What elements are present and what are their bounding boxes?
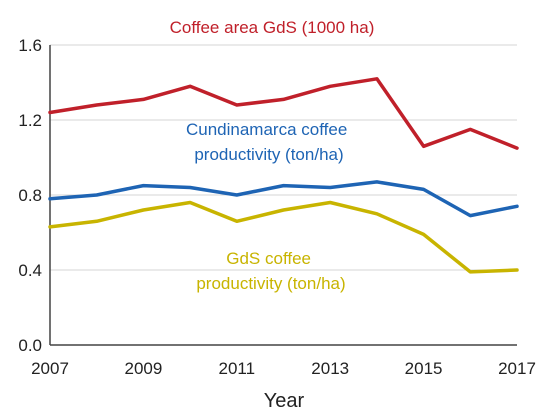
x-tick-label: 2013 xyxy=(311,359,349,378)
y-tick-label: 1.6 xyxy=(18,36,42,55)
y-tick-label: 0.8 xyxy=(18,186,42,205)
series-label-coffee-area: Coffee area GdS (1000 ha) xyxy=(170,18,375,37)
y-tick-label: 1.2 xyxy=(18,111,42,130)
series-lines xyxy=(48,77,519,274)
x-tick-label: 2009 xyxy=(124,359,162,378)
axes xyxy=(49,45,517,346)
series-line-1 xyxy=(48,180,519,218)
y-tick-label: 0.4 xyxy=(18,261,42,280)
series-label-gds-line-1: GdS coffee xyxy=(226,249,311,268)
y-tick-label: 0.0 xyxy=(18,336,42,355)
series-label-gds-line-2: productivity (ton/ha) xyxy=(196,274,345,293)
gridlines xyxy=(50,44,517,271)
x-axis-title: Year xyxy=(264,390,305,412)
series-line-2 xyxy=(48,200,519,274)
series-label-cundinamarca-line-2: productivity (ton/ha) xyxy=(194,145,343,164)
series-label-cundinamarca: Cundinamarca coffee productivity (ton/ha… xyxy=(186,120,352,164)
x-tick-label: 2017 xyxy=(498,359,536,378)
series-label-gds-productivity: GdS coffee productivity (ton/ha) xyxy=(196,249,345,293)
series-label-cundinamarca-line-1: Cundinamarca coffee xyxy=(186,120,347,139)
x-axis-ticks: 2007 2009 2011 2013 2015 2017 xyxy=(31,359,536,378)
x-tick-label: 2011 xyxy=(219,359,256,378)
y-axis-ticks: 0.0 0.4 0.8 1.2 1.6 xyxy=(18,36,42,355)
x-tick-label: 2015 xyxy=(405,359,443,378)
x-tick-label: 2007 xyxy=(31,359,69,378)
series-line-0 xyxy=(48,77,519,150)
